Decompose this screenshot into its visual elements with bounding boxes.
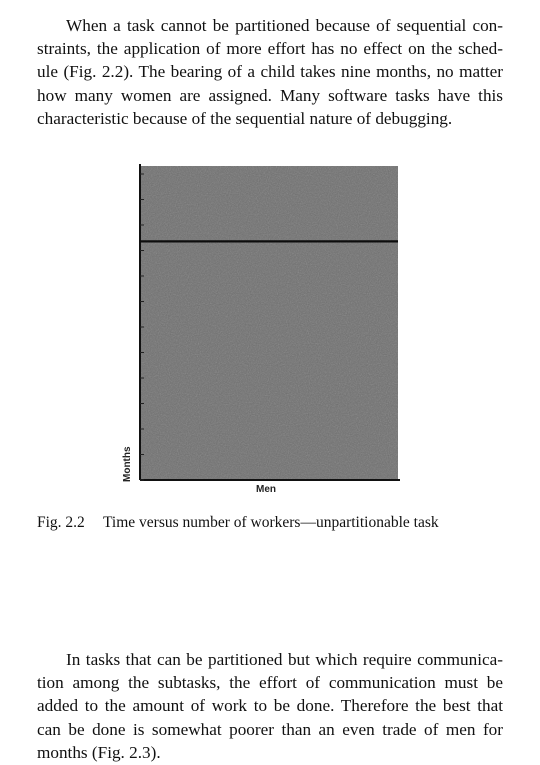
paragraph-sequential-constraints: When a task cannot be partitioned becaus… bbox=[37, 14, 503, 130]
text-line: characteristic because of the sequential… bbox=[37, 108, 453, 128]
text-line: straints, the application of more effort… bbox=[37, 39, 503, 59]
text-line: In tasks that can be partitioned but whi… bbox=[66, 650, 503, 669]
chart-plot bbox=[139, 164, 400, 481]
caption-text: Time versus number of workers—unpartitio… bbox=[103, 514, 439, 531]
text-line: months (Fig. 2.3). bbox=[37, 742, 161, 762]
text-line: can be done is somewhat poorer than an e… bbox=[37, 719, 503, 739]
y-axis-label: Months bbox=[122, 446, 133, 482]
text-line: added to the amount of work to be done. … bbox=[37, 696, 503, 716]
x-axis-label: Men bbox=[256, 484, 276, 495]
text-line: When a task cannot be partitioned becaus… bbox=[66, 16, 503, 35]
paragraph-communication-effort: In tasks that can be partitioned but whi… bbox=[37, 648, 503, 764]
caption-number: Fig. 2.2 bbox=[37, 514, 85, 531]
text-line: tion among the subtasks, the effort of c… bbox=[37, 673, 503, 693]
plot-area-texture bbox=[140, 166, 398, 480]
figure-time-vs-workers: Months Men bbox=[114, 160, 404, 500]
figure-caption: Fig. 2.2 Time versus number of workers—un… bbox=[37, 514, 439, 532]
text-line: how many women are assigned. Many softwa… bbox=[37, 85, 503, 105]
text-line: ule (Fig. 2.2). The bearing of a child t… bbox=[37, 62, 503, 82]
